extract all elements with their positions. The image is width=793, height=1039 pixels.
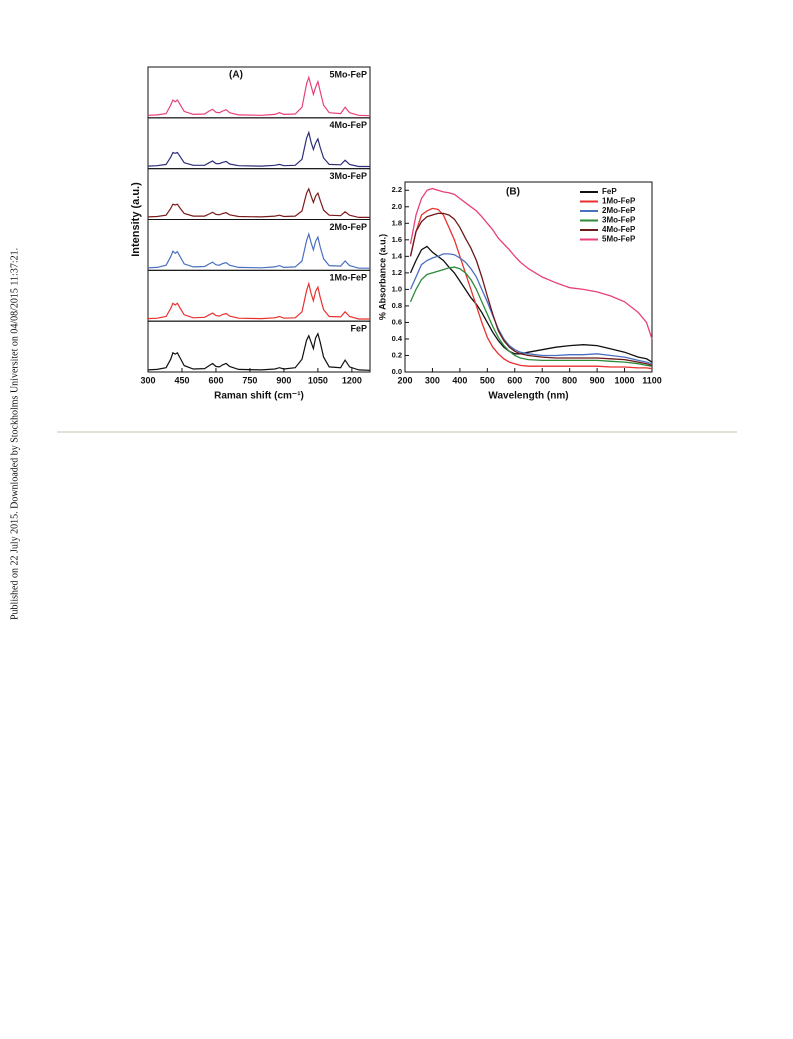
legend-label: FeP [602,187,617,196]
y-tick-label: 1.0 [392,284,402,293]
x-tick-label: 600 [507,375,522,385]
x-tick-label: 1100 [642,375,662,385]
series-line [409,187,653,340]
y-tick-label: 1.6 [392,235,402,244]
x-tick-label: 200 [397,375,412,385]
panel-label: FeP [350,324,367,334]
y-tick-label: 1.4 [392,251,403,260]
x-tick-label: 1050 [308,375,328,385]
x-tick-label: 750 [242,375,257,385]
x-axis-label: Wavelength (nm) [488,391,568,402]
plot-frame [404,181,653,373]
y-tick-label: 0.2 [392,350,402,359]
series-line [147,130,370,168]
legend-label: 2Mo-FeP [602,206,636,215]
series-line [147,232,370,269]
x-tick-label: 1200 [342,375,362,385]
x-tick-label: 500 [480,375,495,385]
series-line [409,245,653,363]
y-axis-label: % Absorbance (a.u.) [377,234,387,320]
series-line [409,207,653,370]
y-tick-label: 2.2 [392,185,402,194]
legend-label: 4Mo-FeP [602,225,636,234]
legend-label: 5Mo-FeP [602,235,636,244]
legend-label: 3Mo-FeP [602,216,636,225]
series-line [147,281,370,320]
y-tick-label: 0.4 [392,334,403,343]
y-tick-label: 2.0 [392,202,402,211]
chart-title: (B) [506,187,520,198]
x-tick-label: 450 [174,375,189,385]
y-tick-label: 1.8 [392,218,402,227]
x-tick-label: 1000 [615,375,635,385]
series-line [147,75,371,117]
x-tick-label: 900 [276,375,291,385]
panel-label: 5Mo-FeP [329,69,367,79]
series-line [409,266,653,367]
y-axis-label: Intensity (a.u.) [130,182,142,257]
chart-title: (A) [229,70,243,81]
series-line [409,212,653,367]
x-tick-label: 900 [590,375,605,385]
x-tick-label: 700 [535,375,550,385]
panel-label: 1Mo-FeP [329,273,367,283]
series-line [147,332,371,371]
x-tick-label: 300 [425,375,440,385]
y-tick-label: 0.8 [392,301,402,310]
legend-label: 1Mo-FeP [602,197,636,206]
y-tick-label: 1.2 [392,268,402,277]
series-line [147,187,370,218]
x-tick-label: 600 [208,375,223,385]
panel-label: 4Mo-FeP [329,120,367,130]
side-note: Published on 22 July 2015. Downloaded by… [9,248,20,620]
panel-label: 2Mo-FeP [329,222,367,232]
panel-label: 3Mo-FeP [329,171,367,181]
y-tick-label: 0.0 [392,367,402,376]
x-tick-label: 400 [452,375,467,385]
panel-frame [147,320,371,373]
x-tick-label: 300 [140,375,155,385]
y-tick-label: 0.6 [392,317,402,326]
x-tick-label: 800 [562,375,577,385]
x-axis-label: Raman shift (cm⁻¹) [214,391,304,402]
